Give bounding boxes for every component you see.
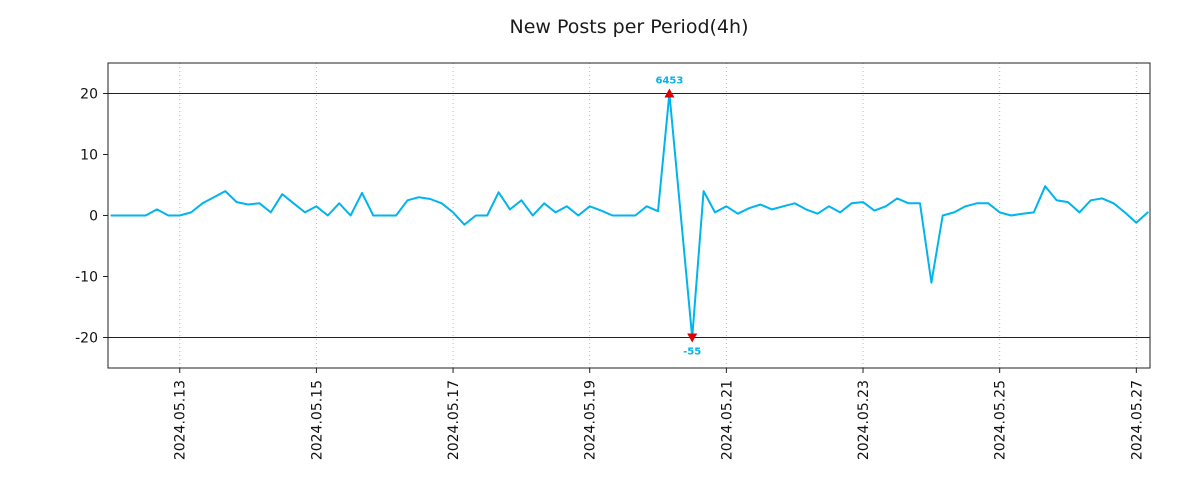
triangle-up-marker [664,88,675,98]
x-tick-label: 2024.05.23 [856,380,872,460]
y-tick-label: 20 [80,87,98,103]
x-tick-label: 2024.05.15 [309,380,325,460]
x-tick-label: 2024.05.17 [446,380,462,460]
x-tick-label: 2024.05.25 [993,380,1009,460]
triangle-down-marker [687,333,698,343]
annotation-label: -55 [683,347,701,358]
y-tick-label: 0 [89,209,98,225]
y-tick-label: -10 [75,270,98,286]
x-tick-label: 2024.05.21 [719,380,735,460]
series-line [110,92,1149,339]
x-tick-label: 2024.05.27 [1129,380,1145,460]
x-tick-label: 2024.05.13 [173,380,189,460]
y-tick-label: 10 [80,148,98,164]
y-tick-label: -20 [75,331,98,347]
x-tick-label: 2024.05.19 [583,380,599,460]
chart-title: New Posts per Period(4h) [509,16,749,38]
annotation-label: 6453 [656,76,684,87]
